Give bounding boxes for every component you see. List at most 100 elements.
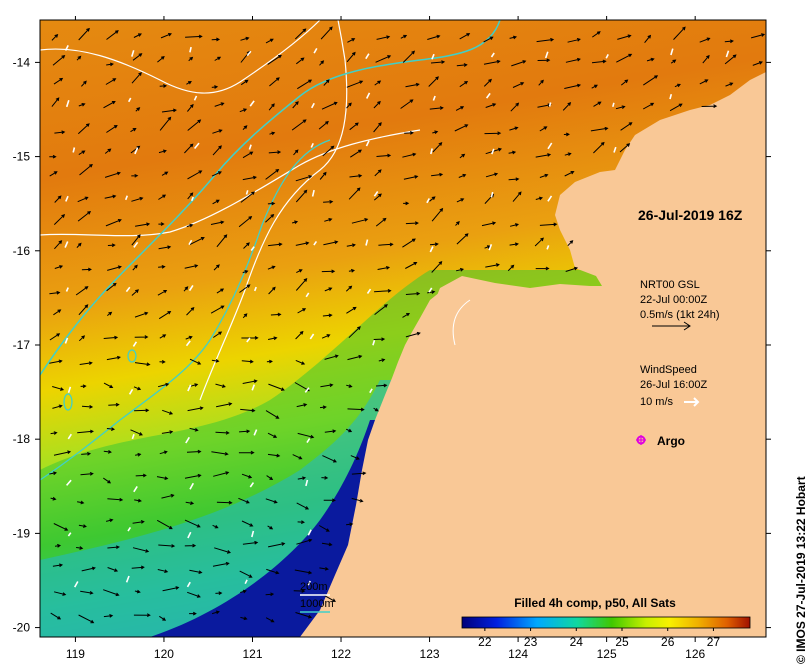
current-vector	[429, 242, 439, 247]
wind-vector	[304, 387, 310, 393]
wind-vector	[251, 530, 255, 538]
current-vector	[348, 326, 361, 339]
current-vector	[321, 475, 329, 480]
current-vector	[211, 610, 220, 615]
current-vector	[158, 149, 167, 154]
current-vector	[427, 34, 441, 40]
wind-vector	[670, 48, 674, 56]
current-vector	[565, 266, 579, 272]
y-tick-label: -19	[13, 526, 31, 540]
current-vector	[402, 238, 416, 248]
current-vector	[103, 589, 120, 597]
current-vector	[266, 568, 280, 575]
current-vector	[78, 103, 86, 107]
current-vector	[349, 174, 363, 178]
current-vector	[210, 220, 225, 225]
current-vector	[211, 171, 222, 177]
current-vector	[265, 38, 274, 44]
current-vector	[131, 289, 139, 296]
current-vector	[54, 195, 62, 203]
current-vector	[241, 473, 253, 479]
wind-vector	[185, 436, 190, 444]
current-vector	[212, 199, 220, 205]
current-vector	[189, 611, 197, 616]
current-vector	[158, 245, 172, 250]
current-vector	[267, 54, 282, 65]
current-vector	[405, 291, 421, 296]
contour-200m-label: 200m	[300, 581, 328, 593]
current-vector	[564, 83, 582, 89]
current-vector	[322, 594, 336, 602]
current-vector	[104, 171, 121, 178]
current-vector	[161, 430, 174, 434]
current-vector	[80, 590, 94, 595]
current-vector	[509, 126, 519, 131]
wind-vector	[133, 241, 139, 248]
current-vector	[346, 102, 352, 109]
current-vector	[78, 524, 87, 528]
current-vector	[431, 207, 444, 222]
current-vector	[135, 473, 147, 478]
current-vector	[642, 102, 655, 110]
current-vector	[321, 101, 338, 110]
current-vector	[323, 240, 339, 246]
current-vector	[294, 28, 307, 40]
current-vector	[242, 379, 258, 384]
contour-1000m	[40, 20, 501, 376]
current-vector	[345, 428, 353, 433]
current-vector	[212, 129, 223, 134]
current-vector	[323, 498, 336, 503]
current-vector	[104, 194, 117, 199]
wind-vector	[65, 195, 69, 202]
current-vector	[213, 331, 223, 338]
current-vector	[130, 429, 143, 436]
current-vector	[295, 330, 304, 340]
current-vector	[189, 427, 199, 432]
current-vector	[265, 168, 280, 180]
current-vector	[50, 496, 57, 501]
current-vector	[53, 214, 66, 225]
current-vector	[295, 612, 313, 619]
wind-vector	[188, 284, 194, 292]
y-tick-label: -18	[13, 432, 31, 446]
current-vector	[592, 31, 601, 38]
wind-vector	[313, 48, 318, 54]
current-vector	[297, 520, 305, 524]
colorbar	[461, 616, 751, 629]
current-vector	[50, 612, 62, 620]
current-vector	[160, 33, 172, 39]
wind-vector	[365, 92, 371, 99]
current-vector	[319, 405, 327, 410]
wind-vector	[372, 340, 376, 346]
current-vector	[348, 187, 361, 200]
currents-scale-arrow-icon	[652, 321, 691, 331]
wind-legend-date: 26-Jul 16:00Z	[640, 379, 708, 391]
current-vector	[134, 408, 150, 413]
wind-vector	[65, 479, 72, 486]
current-vector	[106, 355, 121, 361]
current-vector	[159, 450, 168, 455]
current-vector	[189, 358, 202, 365]
current-vector	[267, 525, 274, 530]
current-vector	[321, 269, 336, 274]
current-vector	[134, 362, 151, 367]
current-vector	[405, 221, 419, 226]
wind-vector	[491, 148, 495, 155]
current-vector	[293, 589, 306, 593]
current-vector	[106, 30, 119, 40]
current-vector	[268, 150, 282, 155]
current-vector	[292, 454, 303, 460]
current-vector	[351, 497, 364, 503]
wind-vector	[65, 100, 70, 108]
wind-vector	[310, 142, 314, 148]
current-vector	[131, 565, 145, 570]
current-vector	[345, 285, 353, 292]
wind-vector	[725, 50, 730, 58]
current-vector	[159, 615, 167, 621]
current-vector	[567, 38, 581, 43]
current-vector	[510, 102, 520, 112]
wind-vector	[127, 526, 132, 532]
current-vector	[593, 101, 602, 107]
current-vector	[53, 523, 69, 531]
